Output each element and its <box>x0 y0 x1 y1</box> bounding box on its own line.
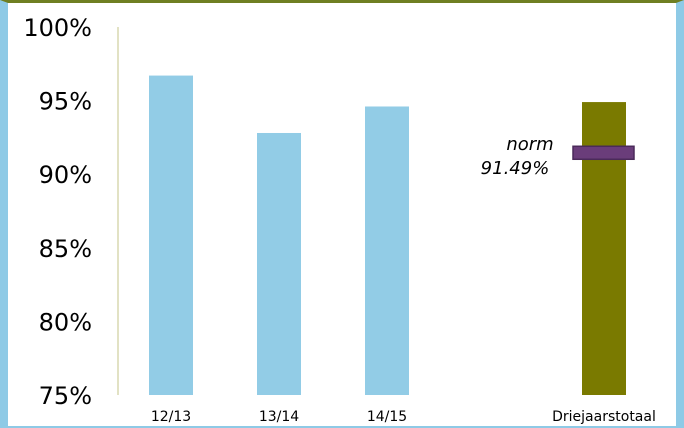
x-tick-labels: 12/13 13/14 14/15 Driejaarstotaal <box>151 409 656 425</box>
x-tick-label: 13/14 <box>259 409 299 425</box>
x-tick-label: 12/13 <box>151 409 191 425</box>
y-tick-label: 95% <box>39 88 92 116</box>
y-tick-label: 80% <box>39 308 92 336</box>
y-tick-labels: 75% 80% 85% 90% 95% 100% <box>23 14 92 410</box>
bars <box>149 75 626 396</box>
bar <box>365 106 409 395</box>
bar <box>149 75 193 396</box>
bar <box>257 132 301 395</box>
y-tick-label: 100% <box>23 14 92 42</box>
x-tick-label: Driejaarstotaal <box>552 409 656 425</box>
y-tick-label: 85% <box>39 235 92 263</box>
y-tick-label: 75% <box>39 382 92 410</box>
norm-value-label: 91.49% <box>481 158 550 179</box>
x-tick-label: 14/15 <box>367 409 407 425</box>
norm-label: norm <box>506 134 553 155</box>
norm-marker <box>572 145 635 161</box>
y-tick-label: 90% <box>39 161 92 189</box>
